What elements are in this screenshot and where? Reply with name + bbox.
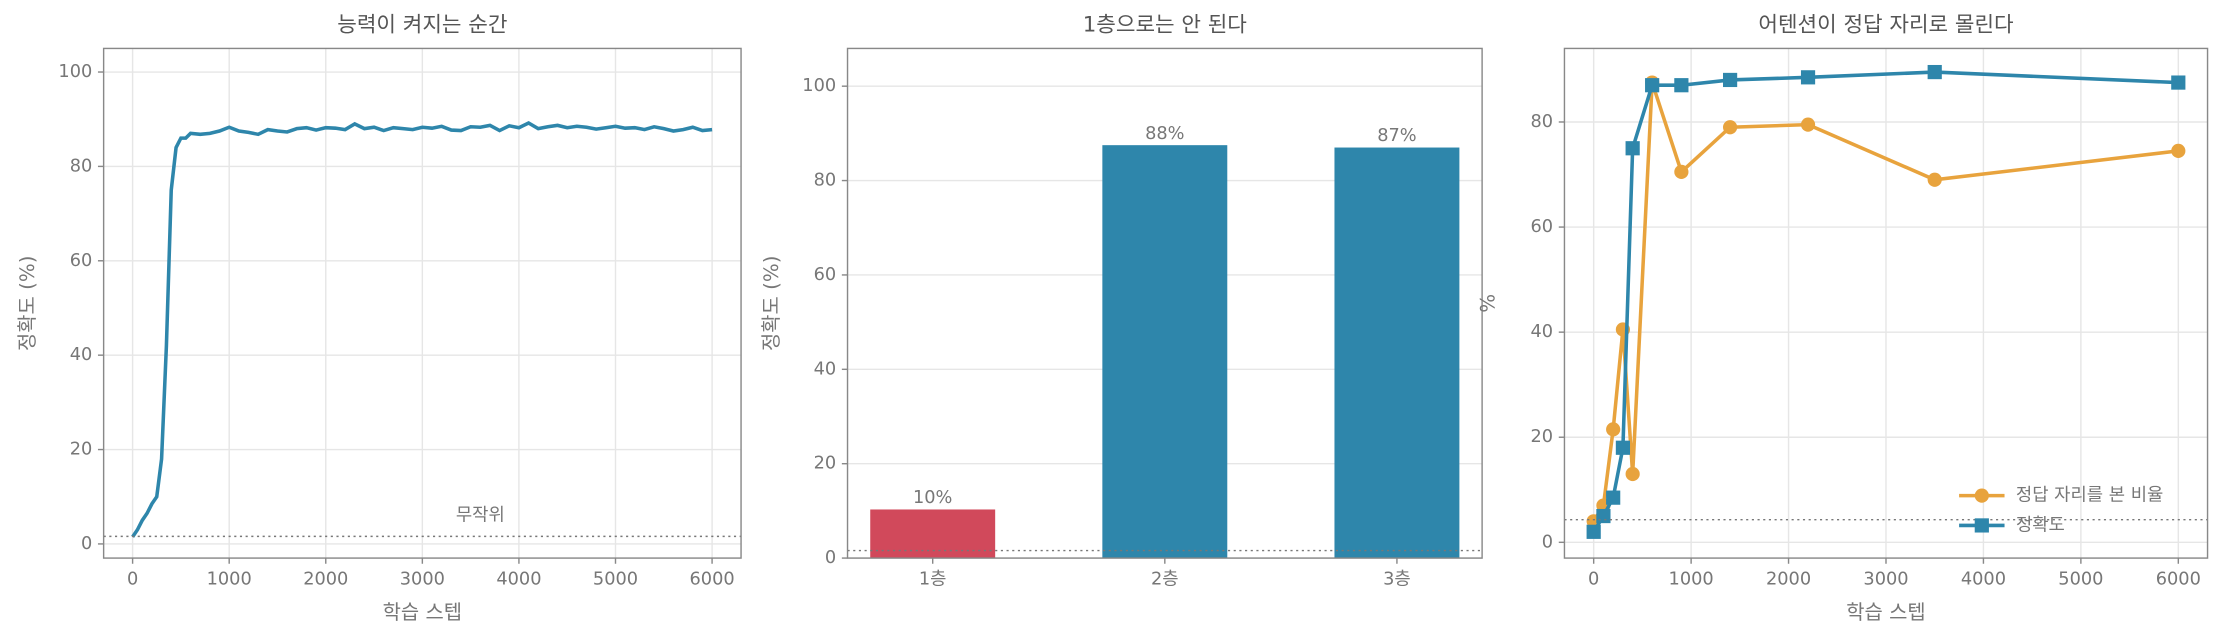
y-tick-label: 40 [814, 359, 837, 379]
y-axis-label: % [1477, 294, 1500, 313]
x-tick-label: 6000 [2156, 569, 2201, 589]
marker [2171, 75, 2186, 90]
annotation: 무작위 [456, 505, 505, 526]
marker [1927, 64, 1942, 80]
value-label: 87% [1377, 126, 1416, 146]
x-tick-label: 2000 [303, 569, 348, 589]
y-tick-label: 80 [1531, 112, 1554, 132]
x-tick-label: 1000 [207, 569, 252, 589]
marker [1596, 508, 1611, 524]
y-tick-label: 80 [70, 156, 93, 176]
marker [1606, 422, 1621, 437]
marker [1674, 78, 1689, 93]
x-tick-label: 6000 [690, 569, 735, 589]
x-tick-label: 4000 [1961, 569, 2006, 589]
y-tick-label: 20 [70, 440, 93, 460]
x-tick-label: 1층 [919, 568, 947, 589]
legend-label: 정답 자리를 본 비율 [2016, 485, 2163, 506]
y-tick-label: 0 [81, 534, 92, 554]
x-tick-label: 3층 [1383, 568, 1411, 589]
chart-title: 어텐션이 정답 자리로 몰린다 [1758, 13, 2013, 38]
x-tick-label: 3000 [400, 569, 445, 589]
value-label: 88% [1145, 124, 1184, 144]
marker [1800, 70, 1816, 85]
x-tick-label: 2000 [1766, 569, 1811, 589]
legend-marker [1974, 488, 1989, 503]
marker [1927, 172, 1942, 187]
marker [1625, 466, 1640, 482]
chart-title: 능력이 켜지는 순간 [337, 13, 507, 38]
marker [1615, 440, 1631, 455]
marker [1625, 141, 1640, 156]
x-axis-label: 학습 스텝 [383, 601, 462, 624]
bar [1334, 147, 1460, 559]
x-tick-label: 3000 [1863, 569, 1908, 589]
marker [1645, 78, 1660, 93]
y-tick-label: 20 [1531, 427, 1554, 447]
marker [1722, 120, 1738, 135]
plot-frame [846, 47, 1483, 559]
y-tick-label: 0 [825, 548, 836, 568]
y-tick-label: 60 [1531, 217, 1554, 237]
y-axis-label: 정확도 (%) [760, 256, 783, 352]
legend-label: 정확도 [2016, 514, 2065, 535]
x-tick-label: 4000 [496, 569, 541, 589]
chart-title: 1층으로는 안 된다 [1083, 13, 1247, 38]
marker [2171, 143, 2186, 158]
series-line [131, 120, 713, 538]
y-tick-label: 20 [814, 454, 837, 474]
marker [1586, 524, 1601, 539]
x-tick-label: 0 [1588, 569, 1599, 589]
x-tick-label: 2층 [1151, 568, 1179, 589]
y-tick-label: 60 [814, 265, 837, 285]
x-tick-label: 0 [127, 569, 138, 589]
marker [1800, 117, 1816, 132]
x-tick-label: 5000 [2058, 569, 2103, 589]
x-tick-label: 1000 [1669, 569, 1714, 589]
y-tick-label: 40 [70, 345, 93, 365]
x-tick-label: 5000 [593, 569, 638, 589]
value-label: 10% [913, 488, 952, 508]
y-tick-label: 80 [814, 171, 837, 191]
y-tick-label: 60 [70, 251, 93, 271]
y-tick-label: 0 [1542, 532, 1553, 552]
y-tick-label: 100 [802, 76, 836, 96]
y-tick-label: 40 [1531, 322, 1554, 342]
plot-frame [102, 47, 742, 559]
y-tick-label: 100 [58, 62, 92, 82]
x-axis-label: 학습 스텝 [1846, 601, 1925, 624]
legend-marker [1974, 518, 1989, 533]
marker [1674, 164, 1689, 179]
marker [1606, 490, 1621, 505]
y-axis-label: 정확도 (%) [16, 256, 39, 352]
plot-frame [1563, 47, 2209, 559]
marker [1722, 72, 1738, 88]
bar [1102, 145, 1228, 559]
